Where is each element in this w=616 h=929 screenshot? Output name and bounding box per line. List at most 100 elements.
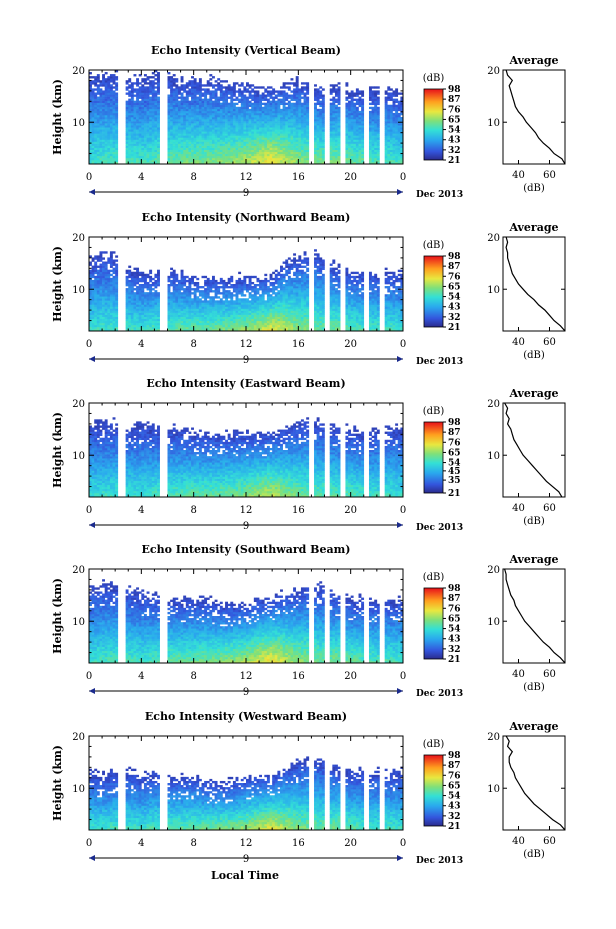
echo-cell (157, 135, 160, 137)
echo-cell (238, 119, 241, 121)
echo-cell (178, 105, 181, 107)
echo-cell (390, 109, 393, 111)
echo-cell (102, 123, 105, 125)
echo-cell (102, 152, 105, 154)
echo-cell (398, 113, 401, 115)
echo-cell (374, 142, 377, 144)
echo-cell (390, 127, 393, 129)
echo-cell (317, 111, 320, 113)
echo-cell (272, 148, 275, 150)
echo-cell (225, 158, 228, 160)
echo-cell (191, 105, 194, 107)
echo-cell (94, 97, 97, 99)
echo-cell (236, 90, 239, 92)
echo-cell (348, 119, 351, 121)
echo-cell (105, 105, 108, 107)
echo-cell (390, 152, 393, 154)
echo-cell (293, 115, 296, 117)
echo-cell (181, 154, 184, 156)
echo-cell (390, 99, 393, 101)
echo-cell (298, 97, 301, 99)
echo-cell (395, 139, 398, 141)
echo-cell (194, 135, 197, 137)
echo-cell (136, 278, 139, 280)
echo-cell (215, 119, 218, 121)
echo-cell (238, 99, 241, 101)
echo-cell (199, 82, 202, 84)
echo-cell (141, 304, 144, 306)
echo-cell (186, 146, 189, 148)
echo-cell (149, 82, 152, 84)
echo-cell (178, 313, 181, 315)
echo-cell (385, 123, 388, 125)
echo-cell (178, 146, 181, 148)
echo-cell (272, 137, 275, 139)
echo-cell (144, 135, 147, 137)
echo-cell (133, 315, 136, 317)
echo-cell (107, 290, 110, 292)
echo-cell (147, 123, 150, 125)
echo-cell (102, 127, 105, 129)
echo-cell (110, 148, 113, 150)
echo-cell (173, 278, 176, 280)
echo-cell (241, 115, 244, 117)
echo-cell (359, 101, 362, 103)
echo-cell (94, 300, 97, 302)
echo-cell (238, 150, 241, 152)
echo-cell (149, 272, 152, 274)
echo-cell (393, 92, 396, 94)
echo-cell (136, 84, 139, 86)
echo-cell (147, 298, 150, 300)
echo-cell (220, 148, 223, 150)
echo-cell (228, 123, 231, 125)
echo-cell (107, 272, 110, 274)
echo-cell (154, 154, 157, 156)
echo-cell (105, 109, 108, 111)
echo-cell (144, 119, 147, 121)
echo-cell (97, 131, 100, 133)
echo-cell (147, 88, 150, 90)
echo-cell (149, 150, 152, 152)
echo-cell (181, 274, 184, 276)
echo-cell (168, 286, 171, 288)
echo-cell (222, 146, 225, 148)
echo-cell (280, 158, 283, 160)
echo-cell (398, 127, 401, 129)
echo-cell (293, 160, 296, 162)
echo-cell (233, 90, 236, 92)
echo-cell (107, 311, 110, 313)
echo-cell (181, 123, 184, 125)
echo-cell (306, 99, 309, 101)
echo-cell (141, 78, 144, 80)
echo-cell (301, 92, 304, 94)
echo-cell (322, 119, 325, 121)
echo-cell (183, 97, 186, 99)
echo-cell (236, 115, 239, 117)
echo-cell (348, 144, 351, 146)
echo-cell (152, 92, 155, 94)
echo-cell (225, 125, 228, 127)
echo-cell (222, 127, 225, 129)
echo-cell (372, 117, 375, 119)
echo-cell (290, 154, 293, 156)
echo-cell (133, 294, 136, 296)
echo-cell (168, 131, 171, 133)
echo-cell (222, 123, 225, 125)
echo-cell (149, 317, 152, 319)
echo-cell (110, 105, 113, 107)
echo-cell (105, 321, 108, 323)
echo-cell (181, 92, 184, 94)
echo-cell (351, 105, 354, 107)
echo-cell (215, 156, 218, 158)
echo-cell (233, 82, 236, 84)
echo-cell (222, 131, 225, 133)
echo-cell (97, 84, 100, 86)
echo-cell (348, 142, 351, 144)
echo-cell (238, 135, 241, 137)
echo-cell (147, 319, 150, 321)
echo-cell (196, 123, 199, 125)
echo-cell (398, 107, 401, 109)
echo-cell (105, 99, 108, 101)
echo-cell (398, 125, 401, 127)
echo-cell (335, 113, 338, 115)
